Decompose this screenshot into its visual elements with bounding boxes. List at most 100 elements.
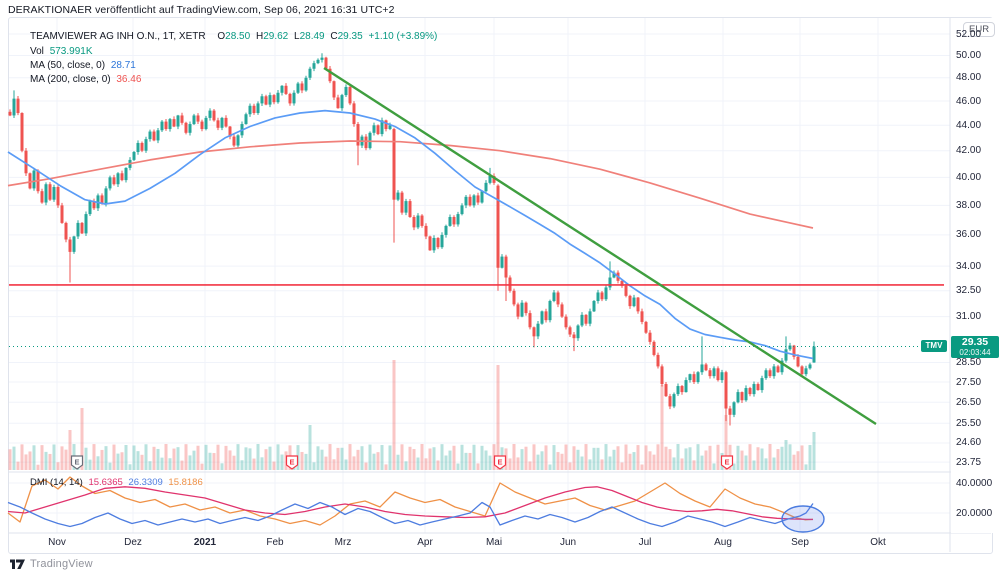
ma50-legend-row[interactable]: MA (50, close, 0) 28.71	[30, 60, 139, 71]
volume-bar	[324, 456, 328, 470]
candle-body	[608, 277, 612, 288]
candle-body	[160, 121, 164, 131]
price-tick-label: 42.00	[956, 145, 982, 156]
volume-bar	[60, 446, 64, 470]
volume-bar	[632, 452, 636, 470]
dmi-plus-di-value: 26.3309	[128, 477, 163, 488]
volume-bar	[760, 448, 764, 470]
candle-body	[80, 222, 84, 234]
earnings-marker-icon[interactable]	[70, 455, 84, 470]
volume-legend-row[interactable]: Vol 573.991K	[30, 46, 96, 57]
candle-body	[684, 380, 688, 393]
candle-body	[628, 295, 632, 307]
candle-body	[688, 374, 692, 381]
volume-bar	[688, 447, 692, 470]
candle-body	[596, 292, 600, 301]
volume-bar	[592, 447, 596, 470]
time-axis-label: 2021	[193, 537, 217, 548]
volume-bar	[804, 464, 808, 470]
candle-body	[444, 225, 448, 235]
candle-body	[600, 292, 604, 300]
candle-body	[64, 222, 68, 240]
candle-body	[504, 256, 508, 278]
candle-body	[60, 205, 64, 223]
candle-body	[672, 394, 676, 407]
candle-body	[512, 290, 516, 305]
volume-bar	[320, 449, 324, 470]
price-tick-label: 26.50	[956, 397, 982, 408]
currency-badge[interactable]: EUR	[963, 22, 996, 37]
dmi-minus-di-value: 15.8186	[168, 477, 203, 488]
candle-body	[564, 316, 568, 328]
candle-body	[724, 372, 728, 409]
dmi-legend-row[interactable]: DMI (14, 14) 15.6365 26.3309 15.8186	[30, 477, 206, 488]
candle-body	[100, 195, 104, 204]
symbol-legend-row[interactable]: TEAMVIEWER AG INH O.N., 1T, XETR O28.50 …	[30, 31, 440, 42]
volume-bar	[440, 444, 444, 470]
volume-bar	[256, 444, 260, 470]
dmi-tick-label: 40.0000	[956, 478, 993, 489]
volume-bar	[368, 444, 372, 470]
ma50-line[interactable]	[7, 109, 814, 360]
tradingview-attribution[interactable]: TradingView	[10, 557, 93, 570]
high-label: H	[255, 31, 264, 42]
price-tick-label: 34.00	[956, 261, 982, 272]
low-value: 28.49	[299, 31, 325, 42]
ma200-line[interactable]	[7, 140, 814, 229]
candle-body	[220, 117, 224, 128]
candle-body	[416, 215, 420, 228]
earnings-marker-icon[interactable]	[720, 455, 734, 470]
dmi-adx-line[interactable]	[7, 486, 814, 521]
candle-body	[304, 77, 308, 91]
ma200-legend-row[interactable]: MA (200, close, 0) 36.46	[30, 74, 144, 85]
bar-countdown: 02:03:44	[959, 348, 991, 357]
earnings-marker-icon[interactable]	[493, 455, 507, 470]
volume-bar	[184, 444, 188, 470]
volume-bar	[152, 446, 156, 470]
candle-body	[40, 191, 44, 203]
price-tick-label: 31.00	[956, 311, 982, 322]
candle-body	[536, 323, 540, 337]
time-axis[interactable]: Nov Dez 2021 Feb Mrz Apr Mai Jun Jul Aug Sep Okt	[8, 535, 950, 552]
volume-bar	[676, 444, 680, 470]
highlight-ellipse-annotation[interactable]	[781, 505, 825, 533]
volume-bar	[304, 453, 308, 470]
dmi-plus-di-line[interactable]	[7, 501, 814, 528]
symbol-title: TEAMVIEWER AG INH O.N., 1T, XETR	[30, 31, 206, 42]
volume-bar	[196, 445, 200, 470]
earnings-marker-letter: E	[289, 458, 294, 467]
candle-body	[84, 214, 88, 234]
earnings-marker-icon[interactable]	[285, 455, 299, 470]
volume-bar	[384, 464, 388, 470]
candle-body	[588, 311, 592, 324]
candle-body	[112, 177, 116, 185]
volume-bar	[564, 444, 568, 470]
price-tick-label: 28.50	[956, 357, 982, 368]
volume-bar	[468, 452, 472, 470]
price-axis[interactable]: EUR 29.35 02:03:44 52.00 50.00 48.00 46.00 4…	[951, 18, 999, 533]
volume-bar	[92, 444, 96, 470]
candle-body	[332, 81, 336, 98]
candle-body	[712, 368, 716, 377]
descending-trendline[interactable]	[323, 66, 877, 426]
candle-body	[680, 386, 684, 393]
candle-body	[328, 68, 332, 82]
candle-body	[224, 117, 228, 127]
volume-bar	[300, 451, 304, 470]
volume-bar	[272, 461, 276, 470]
volume-bar	[496, 365, 500, 470]
volume-bar	[596, 447, 600, 470]
candle-body	[792, 345, 796, 357]
volume-bar	[392, 360, 396, 470]
volume-bar	[624, 444, 628, 470]
candle-body	[692, 374, 696, 383]
volume-bar	[400, 444, 404, 470]
candle-body	[56, 187, 60, 206]
dmi-minus-di-line[interactable]	[7, 476, 814, 526]
candle-body	[152, 131, 156, 141]
volume-bar	[772, 457, 776, 470]
volume-bar	[12, 446, 16, 470]
candle-body	[404, 201, 408, 213]
volume-bar	[136, 451, 140, 470]
